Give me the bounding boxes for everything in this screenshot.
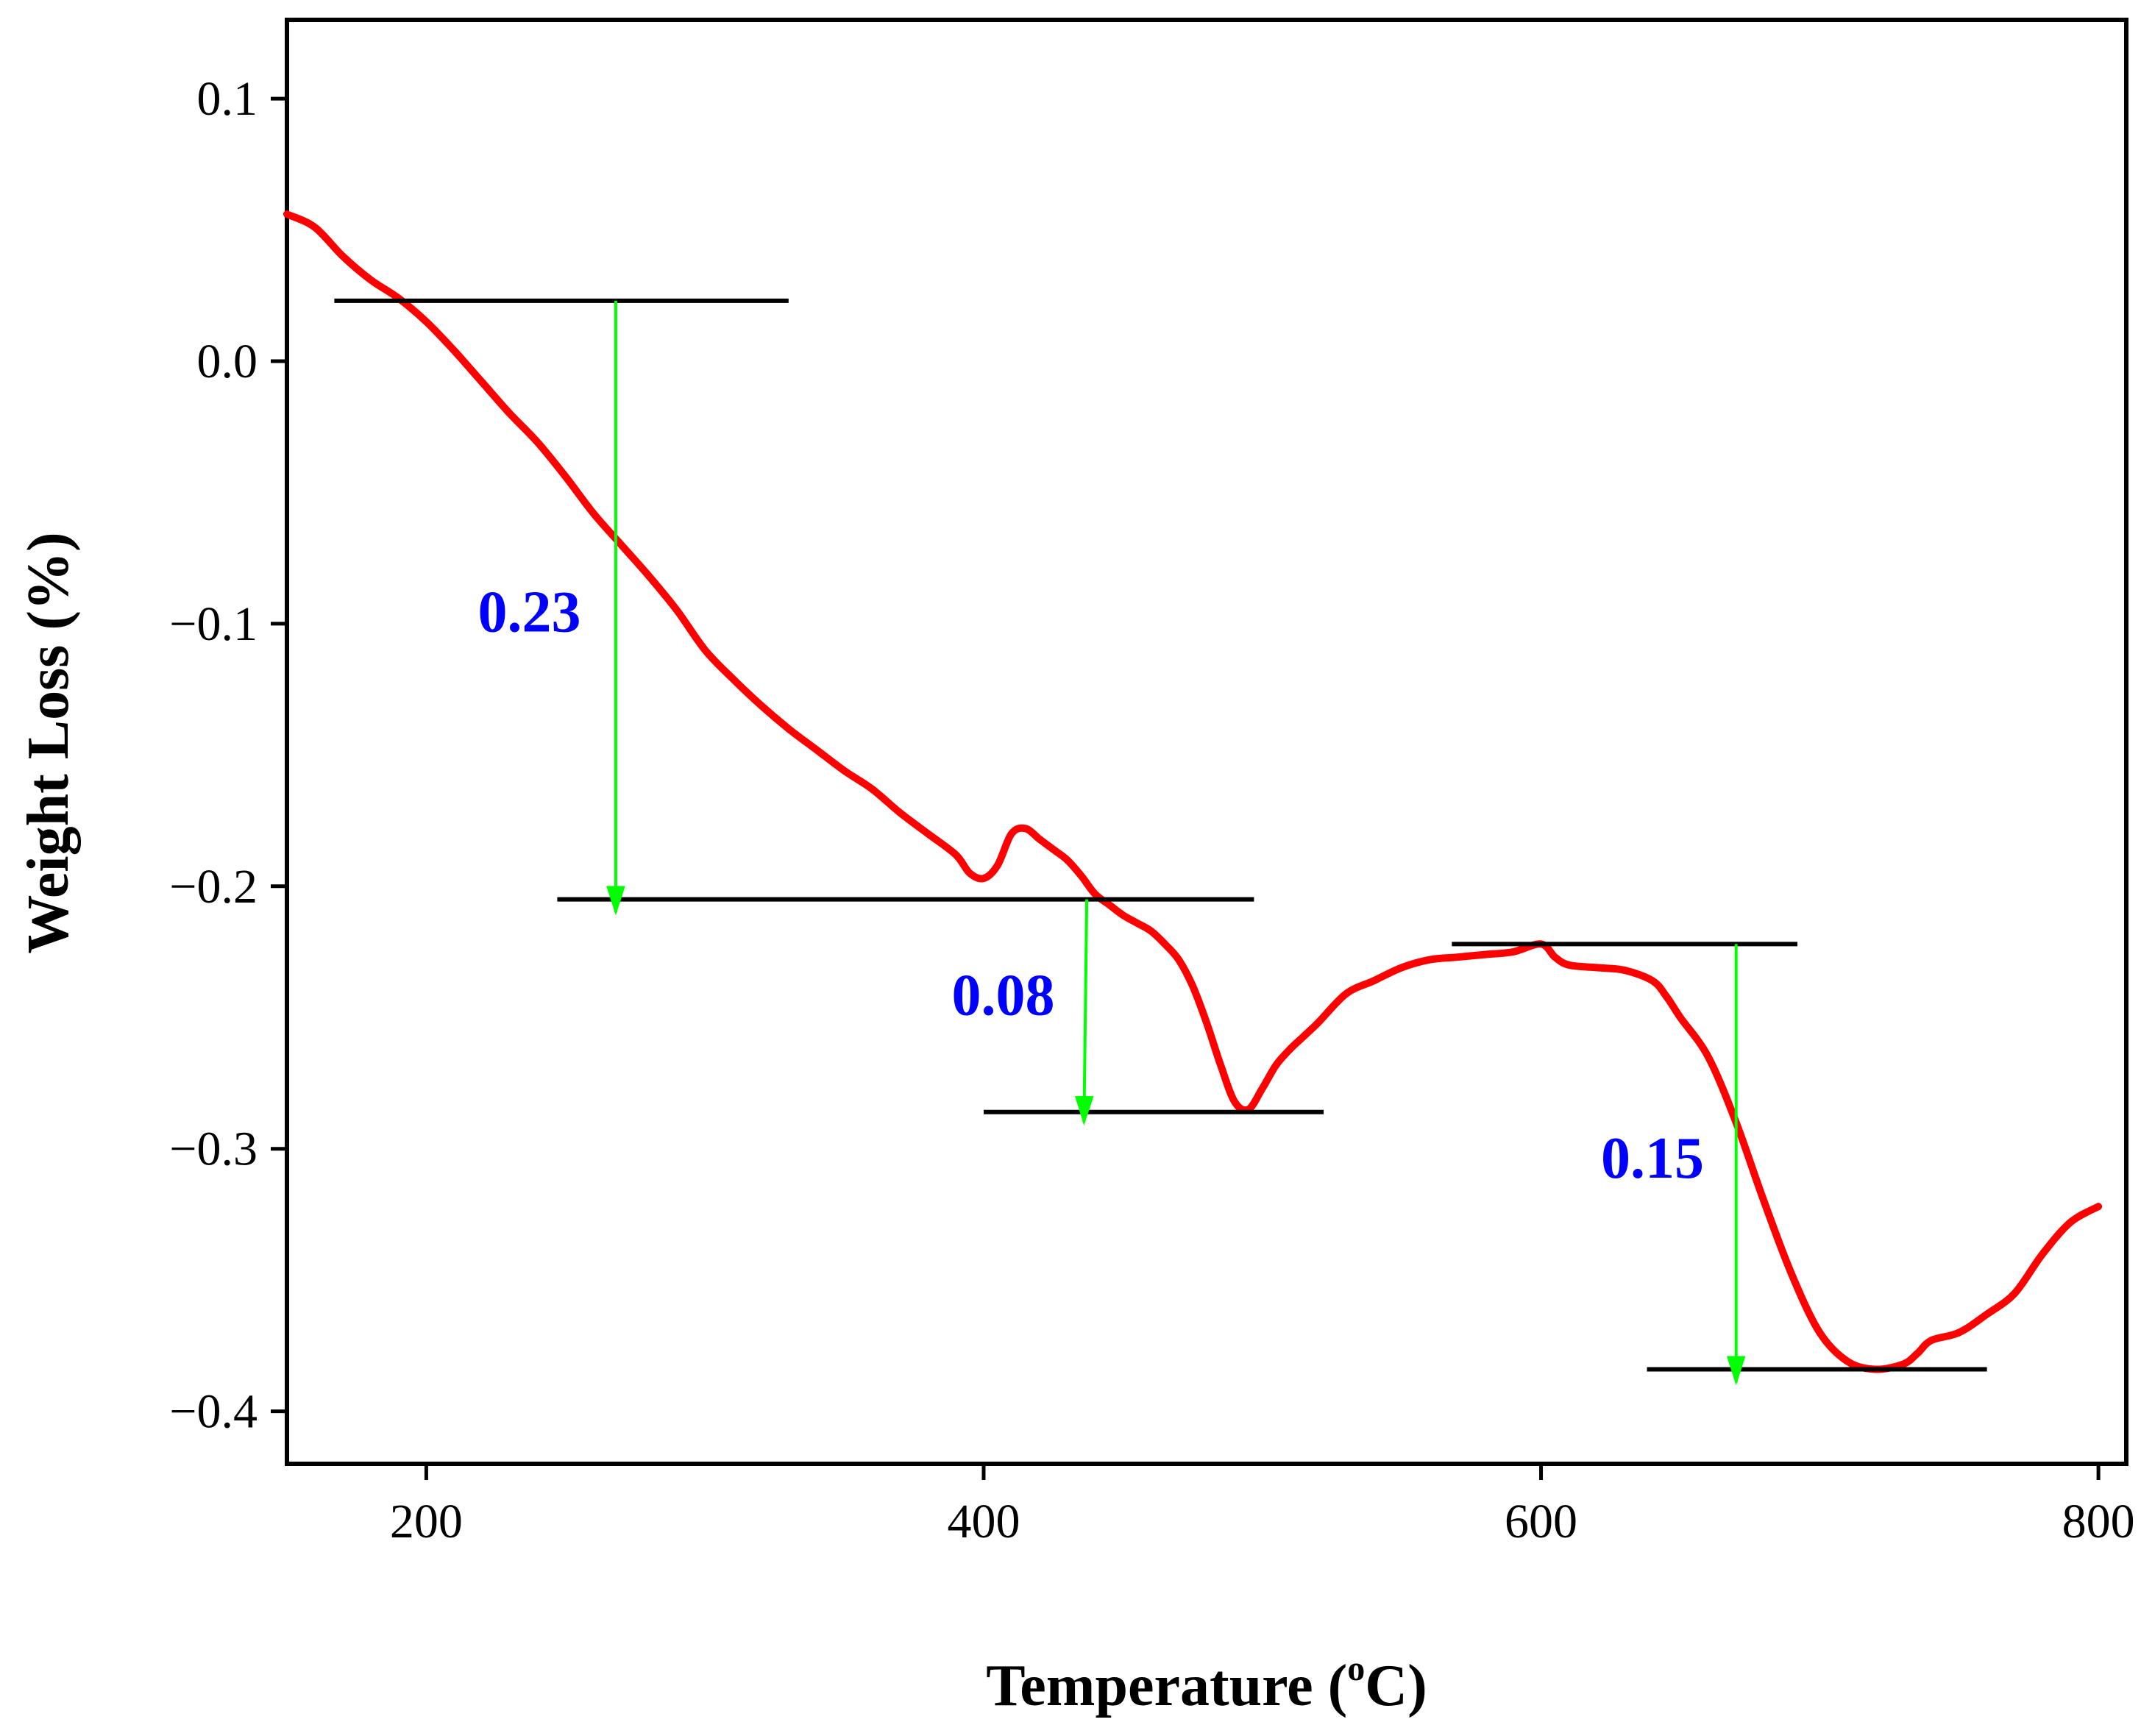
y-tick-label: −0.1 xyxy=(169,597,258,651)
y-tick-label: −0.3 xyxy=(169,1123,258,1176)
x-tick-label: 800 xyxy=(2062,1495,2135,1548)
y-axis-ticks: 0.1 0.0 −0.1 −0.2 −0.3 −0.4 xyxy=(169,72,287,1439)
x-axis-ticks: 200 400 600 800 xyxy=(390,1464,2135,1548)
x-tick-label: 600 xyxy=(1505,1495,1577,1548)
x-tick-label: 400 xyxy=(947,1495,1020,1548)
drop-arrow xyxy=(1074,899,1094,1126)
x-tick-label: 200 xyxy=(390,1495,463,1548)
weight-loss-curve xyxy=(283,210,2103,1373)
y-tick-label: 0.1 xyxy=(197,72,258,126)
y-tick-label: −0.4 xyxy=(169,1385,258,1439)
x-axis-title-end: C) xyxy=(1365,1654,1427,1718)
level-lines xyxy=(334,298,1987,1372)
weight-loss-label: 0.08 xyxy=(951,964,1054,1028)
weight-loss-label: 0.15 xyxy=(1601,1126,1704,1191)
y-tick-label: −0.2 xyxy=(169,860,258,914)
x-axis-title: Temperature (oC) xyxy=(986,1649,1427,1718)
weight-loss-arrows xyxy=(606,300,1746,1386)
x-axis-title-superscript: o xyxy=(1347,1649,1365,1688)
plot-frame xyxy=(285,18,2128,1466)
weight-loss-annotations: 0.23 0.08 0.15 xyxy=(478,580,1705,1191)
y-tick-label: 0.0 xyxy=(197,335,258,388)
weight-loss-label: 0.23 xyxy=(478,580,581,645)
y-axis-title: Weight Loss (%) xyxy=(16,532,81,953)
x-axis-title-main: Temperature ( xyxy=(986,1654,1347,1718)
